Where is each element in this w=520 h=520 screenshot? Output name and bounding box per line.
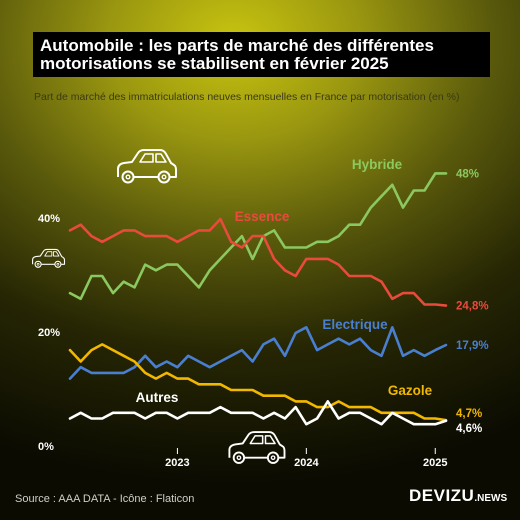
end-value-essence: 24,8%	[456, 301, 489, 313]
brand-suffix: .NEWS	[474, 493, 508, 504]
end-value-gazole: 4,7%	[456, 408, 482, 420]
series-line-hybride	[68, 172, 448, 301]
series-label-essence: Essence	[235, 209, 290, 224]
x-tick-label: 2024	[294, 457, 319, 469]
car-icon	[32, 248, 66, 268]
series-line-gazole	[68, 343, 448, 422]
y-tick-label: 0%	[38, 441, 54, 453]
y-tick-label: 40%	[38, 213, 60, 225]
x-tick-label: 2023	[165, 457, 189, 469]
series-label-gazole: Gazole	[388, 383, 433, 398]
brand-name: DEVIZU	[409, 486, 475, 505]
title-box: Automobile : les parts de marché des dif…	[33, 32, 490, 77]
series-label-electrique: Electrique	[322, 317, 388, 332]
chart-subtitle: Part de marché des immatriculations neuv…	[34, 91, 460, 103]
series-label-hybride: Hybride	[352, 157, 403, 172]
y-tick-label: 20%	[38, 327, 60, 339]
source-note: Source : AAA DATA - Icône : Flaticon	[15, 493, 195, 505]
title-line-2: motorisations se stabilisent en février …	[40, 54, 389, 73]
title-line-1: Automobile : les parts de marché des dif…	[40, 36, 434, 55]
car-icon	[228, 431, 286, 464]
series-line-autres	[68, 400, 448, 426]
series-line-electrique	[68, 325, 448, 380]
car-icon	[117, 149, 177, 184]
series-line-essence	[68, 217, 448, 307]
end-value-electrique: 17,9%	[456, 340, 489, 352]
end-value-hybride: 48%	[456, 168, 479, 180]
series-label-autres: Autres	[136, 390, 179, 405]
brand-logo: DEVIZU.NEWS	[409, 486, 507, 506]
end-value-autres: 4,6%	[456, 423, 482, 435]
x-tick-label: 2025	[423, 457, 447, 469]
